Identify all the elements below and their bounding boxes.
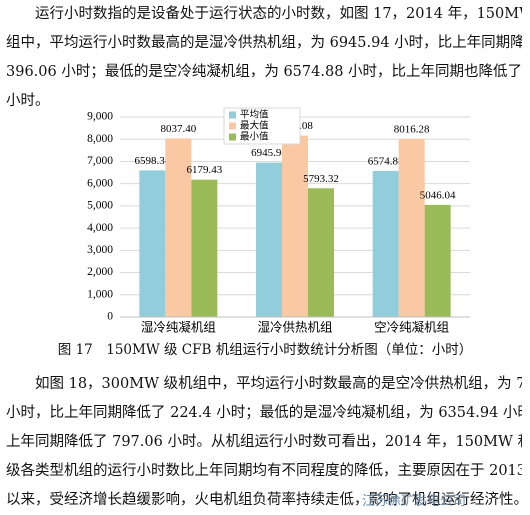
bar [139, 170, 166, 317]
legend-label: 最大值 [240, 120, 269, 132]
y-tick-label: 5,000 [87, 200, 113, 212]
legend-label: 最小值 [240, 131, 269, 143]
text-line: 上年同期降低了 797.06 小时。从机组运行小时数可看出，2014 年，150… [6, 434, 522, 450]
y-tick-label: 4,000 [87, 222, 113, 234]
y-tick-label: 6,000 [87, 177, 113, 189]
paragraph: 运行小时数指的是设备处于运行状态的小时数，如图 17，2014 年，150MW … [6, 0, 522, 116]
bar [282, 135, 308, 317]
y-tick-label: 3,000 [87, 244, 113, 256]
value-label: 5046.04 [420, 189, 456, 201]
value-label: 8016.28 [394, 123, 430, 135]
x-tick-label: 湿冷供热机组 [257, 320, 332, 335]
watermark: 江苏徐矿发电公司 [362, 494, 467, 509]
chart: 0 1,000 2,000 3,000 4,000 5,000 6,000 7,000 8,00… [87, 107, 470, 335]
bar [308, 188, 334, 317]
y-tick-label: 1,000 [87, 288, 113, 300]
value-label: 6945.94 [251, 147, 287, 159]
bar [165, 138, 192, 317]
x-tick-label: 湿冷纯凝机组 [141, 320, 216, 335]
legend-swatch [229, 133, 236, 141]
bar [424, 204, 451, 317]
value-label: 6598.38 [134, 155, 170, 167]
y-tick-label: 8,000 [87, 133, 113, 145]
value-label: 6179.43 [186, 164, 222, 176]
text-line: 运行小时数指的是设备处于运行状态的小时数，如图 17，2014 年，150MW … [35, 6, 522, 22]
legend-swatch [229, 111, 236, 119]
text-line: 396.06 小时；最低的是空冷纯凝机组，为 6574.88 小时，比上年同期也… [6, 64, 522, 80]
legend-label: 平均值 [240, 109, 269, 121]
bar [256, 162, 282, 317]
text-line: 小时，比上年同期降低了 224.4 小时；最低的是湿冷纯凝机组，为 6354.9… [6, 405, 522, 421]
text-line: 小时。 [6, 93, 50, 109]
value-label: 8037.40 [160, 123, 196, 135]
y-tick-label: 0 [107, 311, 113, 323]
caption: 图 17 150MW 级 CFB 机组运行小时数统计分析图（单位：小时） [57, 342, 473, 358]
text-line: 级各类型机组的运行小时数比上年同期均有不同程度的降低，主要原因在于 2013 年… [6, 463, 522, 479]
value-label: 6574.88 [368, 155, 404, 167]
y-tick-label: 7,000 [87, 155, 113, 167]
text-line: 组中，平均运行小时数最高的是湿冷供热机组，为 6945.94 小时，比上年同期降… [6, 35, 522, 51]
bar [398, 138, 425, 317]
y-tick-label: 2,000 [87, 266, 113, 278]
legend-box [223, 107, 301, 145]
value-label: 5793.32 [303, 173, 339, 185]
legend-swatch [229, 122, 236, 130]
paragraph: 如图 18，300MW 级机组中，平均运行小时数最高的是空冷供热机组，为 710… [6, 370, 522, 515]
bar [191, 179, 218, 317]
y-tick-label: 9,000 [87, 111, 113, 123]
text-line: 如图 18，300MW 级机组中，平均运行小时数最高的是空冷供热机组，为 710… [35, 376, 522, 392]
text-line: 以来，受经济增长趋缓影响，火电机组负荷率持续走低，影响了机组运行经济性。 [6, 492, 522, 508]
bar [372, 170, 399, 317]
x-tick-label: 空冷纯凝机组 [374, 320, 449, 335]
